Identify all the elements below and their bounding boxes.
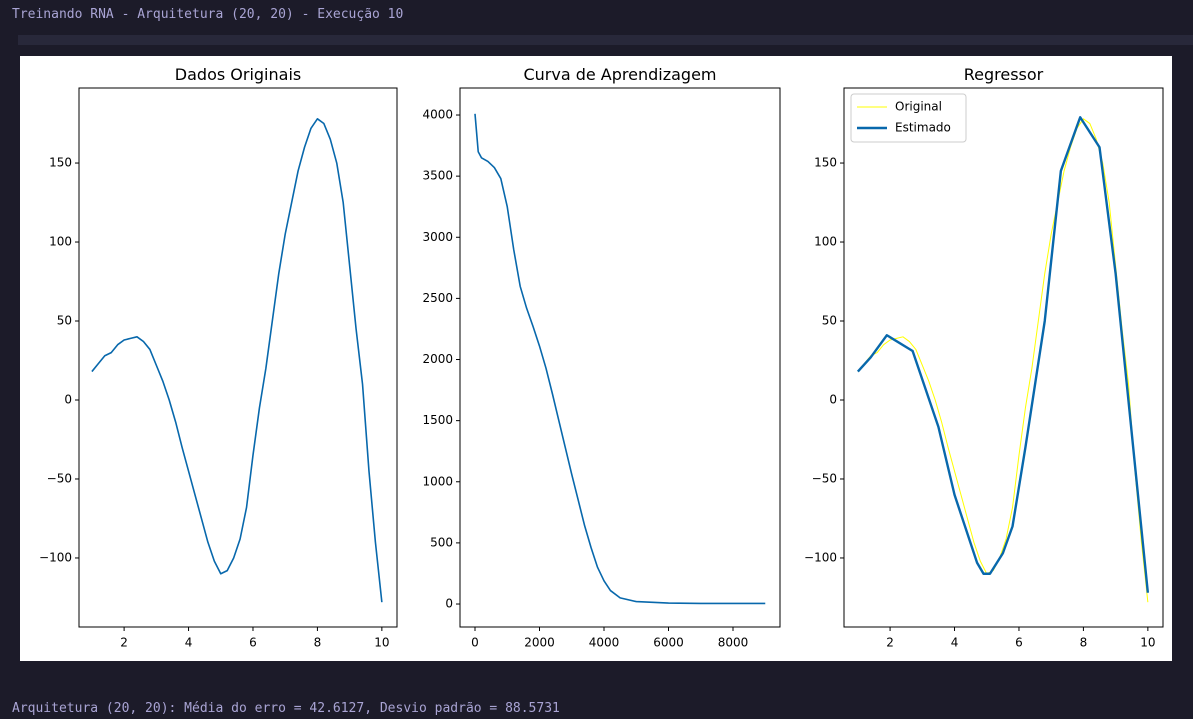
data-line xyxy=(474,113,766,605)
axes-frame xyxy=(78,87,398,628)
data-line xyxy=(856,116,1150,593)
y-tick-label: 3500 xyxy=(422,169,453,183)
y-tick-label: 2000 xyxy=(422,352,453,366)
y-tick-label: 50 xyxy=(822,314,837,328)
y-tick-label: 150 xyxy=(814,156,837,170)
y-tick-label: −50 xyxy=(47,471,72,485)
footer-text: Arquitetura (20, 20): Média do erro = 42… xyxy=(12,701,560,716)
x-tick-label: 10 xyxy=(374,636,389,650)
y-tick-label: 150 xyxy=(49,156,72,170)
y-tick-label: 0 xyxy=(445,597,453,611)
header-title: Treinando RNA - Arquitetura (20, 20) - E… xyxy=(12,7,403,22)
x-tick-label: 4000 xyxy=(589,636,620,650)
y-tick-label: 0 xyxy=(829,392,837,406)
x-tick-label: 2 xyxy=(120,636,128,650)
y-tick-label: 50 xyxy=(57,314,72,328)
x-tick-label: 6 xyxy=(249,636,257,650)
x-tick-label: 0 xyxy=(471,636,479,650)
chart-title: Regressor xyxy=(964,65,1044,84)
figure xyxy=(20,56,1172,661)
x-tick-label: 6 xyxy=(1015,636,1023,650)
axes-frame xyxy=(843,87,1164,628)
y-tick-label: 2500 xyxy=(422,291,453,305)
y-tick-label: −100 xyxy=(39,550,72,564)
legend-label: Original xyxy=(895,100,942,114)
y-tick-label: −100 xyxy=(804,550,837,564)
chart-title: Curva de Aprendizagem xyxy=(523,65,716,84)
y-tick-label: 500 xyxy=(430,535,453,549)
data-line xyxy=(91,118,383,603)
y-tick-label: 4000 xyxy=(422,108,453,122)
y-tick-label: 3000 xyxy=(422,230,453,244)
y-tick-label: 100 xyxy=(49,235,72,249)
x-tick-label: 4 xyxy=(185,636,193,650)
x-tick-label: 8 xyxy=(314,636,322,650)
progress-bar xyxy=(18,35,1193,45)
y-tick-label: 1000 xyxy=(422,474,453,488)
x-tick-label: 2 xyxy=(886,636,894,650)
y-tick-label: −50 xyxy=(812,471,837,485)
axes-frame xyxy=(459,87,781,628)
chart-title: Dados Originais xyxy=(175,65,301,84)
y-tick-label: 100 xyxy=(814,235,837,249)
y-tick-label: 0 xyxy=(64,392,72,406)
x-tick-label: 6000 xyxy=(653,636,684,650)
x-tick-label: 8 xyxy=(1080,636,1088,650)
x-tick-label: 10 xyxy=(1140,636,1155,650)
legend-label: Estimado xyxy=(895,121,951,135)
legend-box xyxy=(850,93,967,143)
y-tick-label: 1500 xyxy=(422,413,453,427)
x-tick-label: 2000 xyxy=(524,636,555,650)
x-tick-label: 8000 xyxy=(718,636,749,650)
x-tick-label: 4 xyxy=(951,636,959,650)
